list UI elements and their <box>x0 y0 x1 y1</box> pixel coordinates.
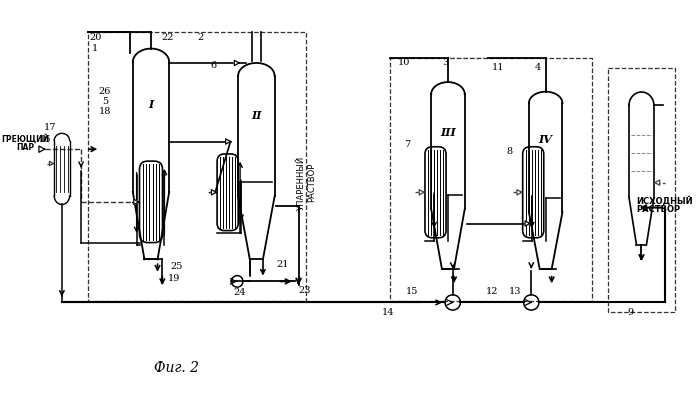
Text: 5: 5 <box>102 97 108 106</box>
Polygon shape <box>419 190 424 195</box>
Text: 2: 2 <box>197 33 204 42</box>
Text: УПАРЕННЫЙ
РАСТВОР: УПАРЕННЫЙ РАСТВОР <box>297 156 316 210</box>
Polygon shape <box>517 190 522 195</box>
Text: 22: 22 <box>161 33 174 42</box>
Text: 6: 6 <box>210 61 216 70</box>
Polygon shape <box>211 190 216 195</box>
Polygon shape <box>39 146 45 152</box>
Text: 13: 13 <box>509 287 522 297</box>
Text: 7: 7 <box>404 140 410 149</box>
Text: ПАР: ПАР <box>16 143 34 152</box>
Text: 20: 20 <box>89 33 102 42</box>
Text: 18: 18 <box>99 107 111 116</box>
Text: 3: 3 <box>442 58 448 67</box>
Polygon shape <box>50 162 53 166</box>
Text: II: II <box>251 110 262 121</box>
Text: 17: 17 <box>44 123 57 132</box>
Polygon shape <box>525 221 530 226</box>
Text: ИСХОДНЫЙ: ИСХОДНЫЙ <box>637 196 693 206</box>
Text: 26: 26 <box>99 87 111 96</box>
Text: 24: 24 <box>233 288 246 297</box>
Text: 1: 1 <box>92 44 99 53</box>
Text: 15: 15 <box>405 287 418 297</box>
Polygon shape <box>225 139 230 144</box>
Text: 9: 9 <box>627 308 633 316</box>
Text: 23: 23 <box>298 287 311 295</box>
Text: 16: 16 <box>38 135 51 144</box>
Text: 8: 8 <box>506 146 512 156</box>
Text: 21: 21 <box>276 260 288 269</box>
Text: IV: IV <box>539 134 552 145</box>
Text: Фиг. 2: Фиг. 2 <box>155 360 199 375</box>
Text: 25: 25 <box>171 262 183 270</box>
Text: III: III <box>440 127 456 138</box>
Text: 14: 14 <box>382 308 394 316</box>
Text: 10: 10 <box>398 58 410 67</box>
Text: РАСТВОР: РАСТВОР <box>637 205 681 214</box>
Text: 4: 4 <box>535 63 541 72</box>
Text: 11: 11 <box>491 63 504 72</box>
Polygon shape <box>134 199 139 204</box>
Text: I: I <box>148 100 153 110</box>
Polygon shape <box>655 180 659 185</box>
Text: ГРЕЮЩИЙ: ГРЕЮЩИЙ <box>1 134 50 143</box>
Text: 12: 12 <box>486 287 498 297</box>
Text: 19: 19 <box>168 274 180 283</box>
Polygon shape <box>234 60 239 66</box>
